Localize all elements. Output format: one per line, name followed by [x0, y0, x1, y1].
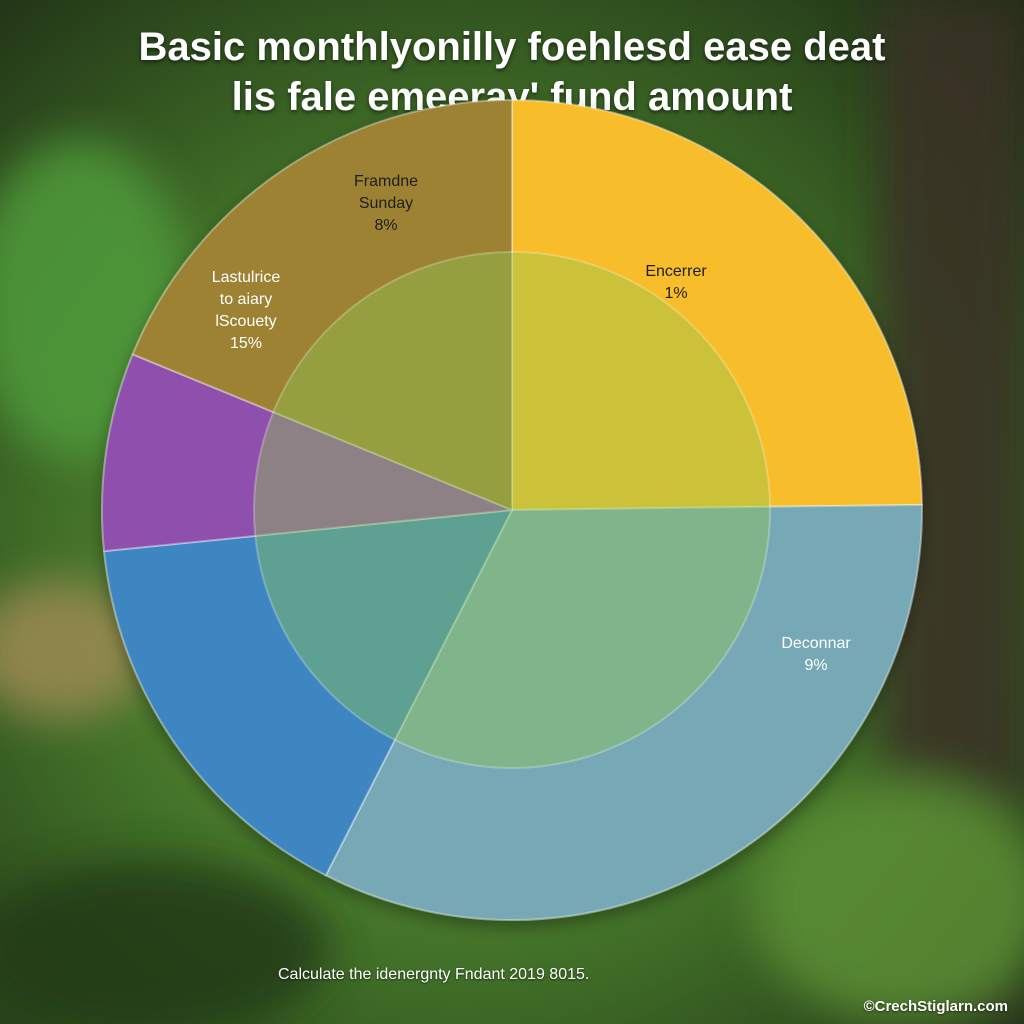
slice-label-3-0: Lastulrice	[212, 269, 281, 286]
chart-footnote: Calculate the idenergnty Fndant 2019 801…	[278, 966, 590, 983]
chart-title: Basic monthlyonilly foehlesd ease deat l…	[0, 22, 1024, 122]
pie-slice-3	[101, 352, 513, 553]
slice-value-label-0: 1%	[664, 285, 687, 302]
slice-label-3-1: to aiary	[220, 291, 272, 308]
slice-label-0-0: Encerrer	[645, 263, 707, 280]
slice-value-label-4: 8%	[374, 217, 397, 234]
pie-slice-0	[511, 98, 923, 512]
slice-value-label-3: 15%	[230, 335, 262, 352]
pie-slice-2	[102, 508, 514, 877]
donut-hole	[253, 251, 771, 769]
slice-label-1-0: Deconnar	[781, 635, 851, 652]
pie-slice-4	[131, 98, 513, 512]
slice-label-3-2: lScouety	[215, 313, 276, 330]
slice-value-label-1: 9%	[804, 657, 827, 674]
pie-slice-1	[324, 503, 923, 921]
credit-text: ©CrechStiglarn.com	[863, 998, 1008, 1015]
slice-label-4-1: Sunday	[359, 195, 413, 212]
slice-label-4-0: Framdne	[354, 173, 418, 190]
chart-title-line-1: Basic monthlyonilly foehlesd ease deat	[138, 25, 886, 69]
